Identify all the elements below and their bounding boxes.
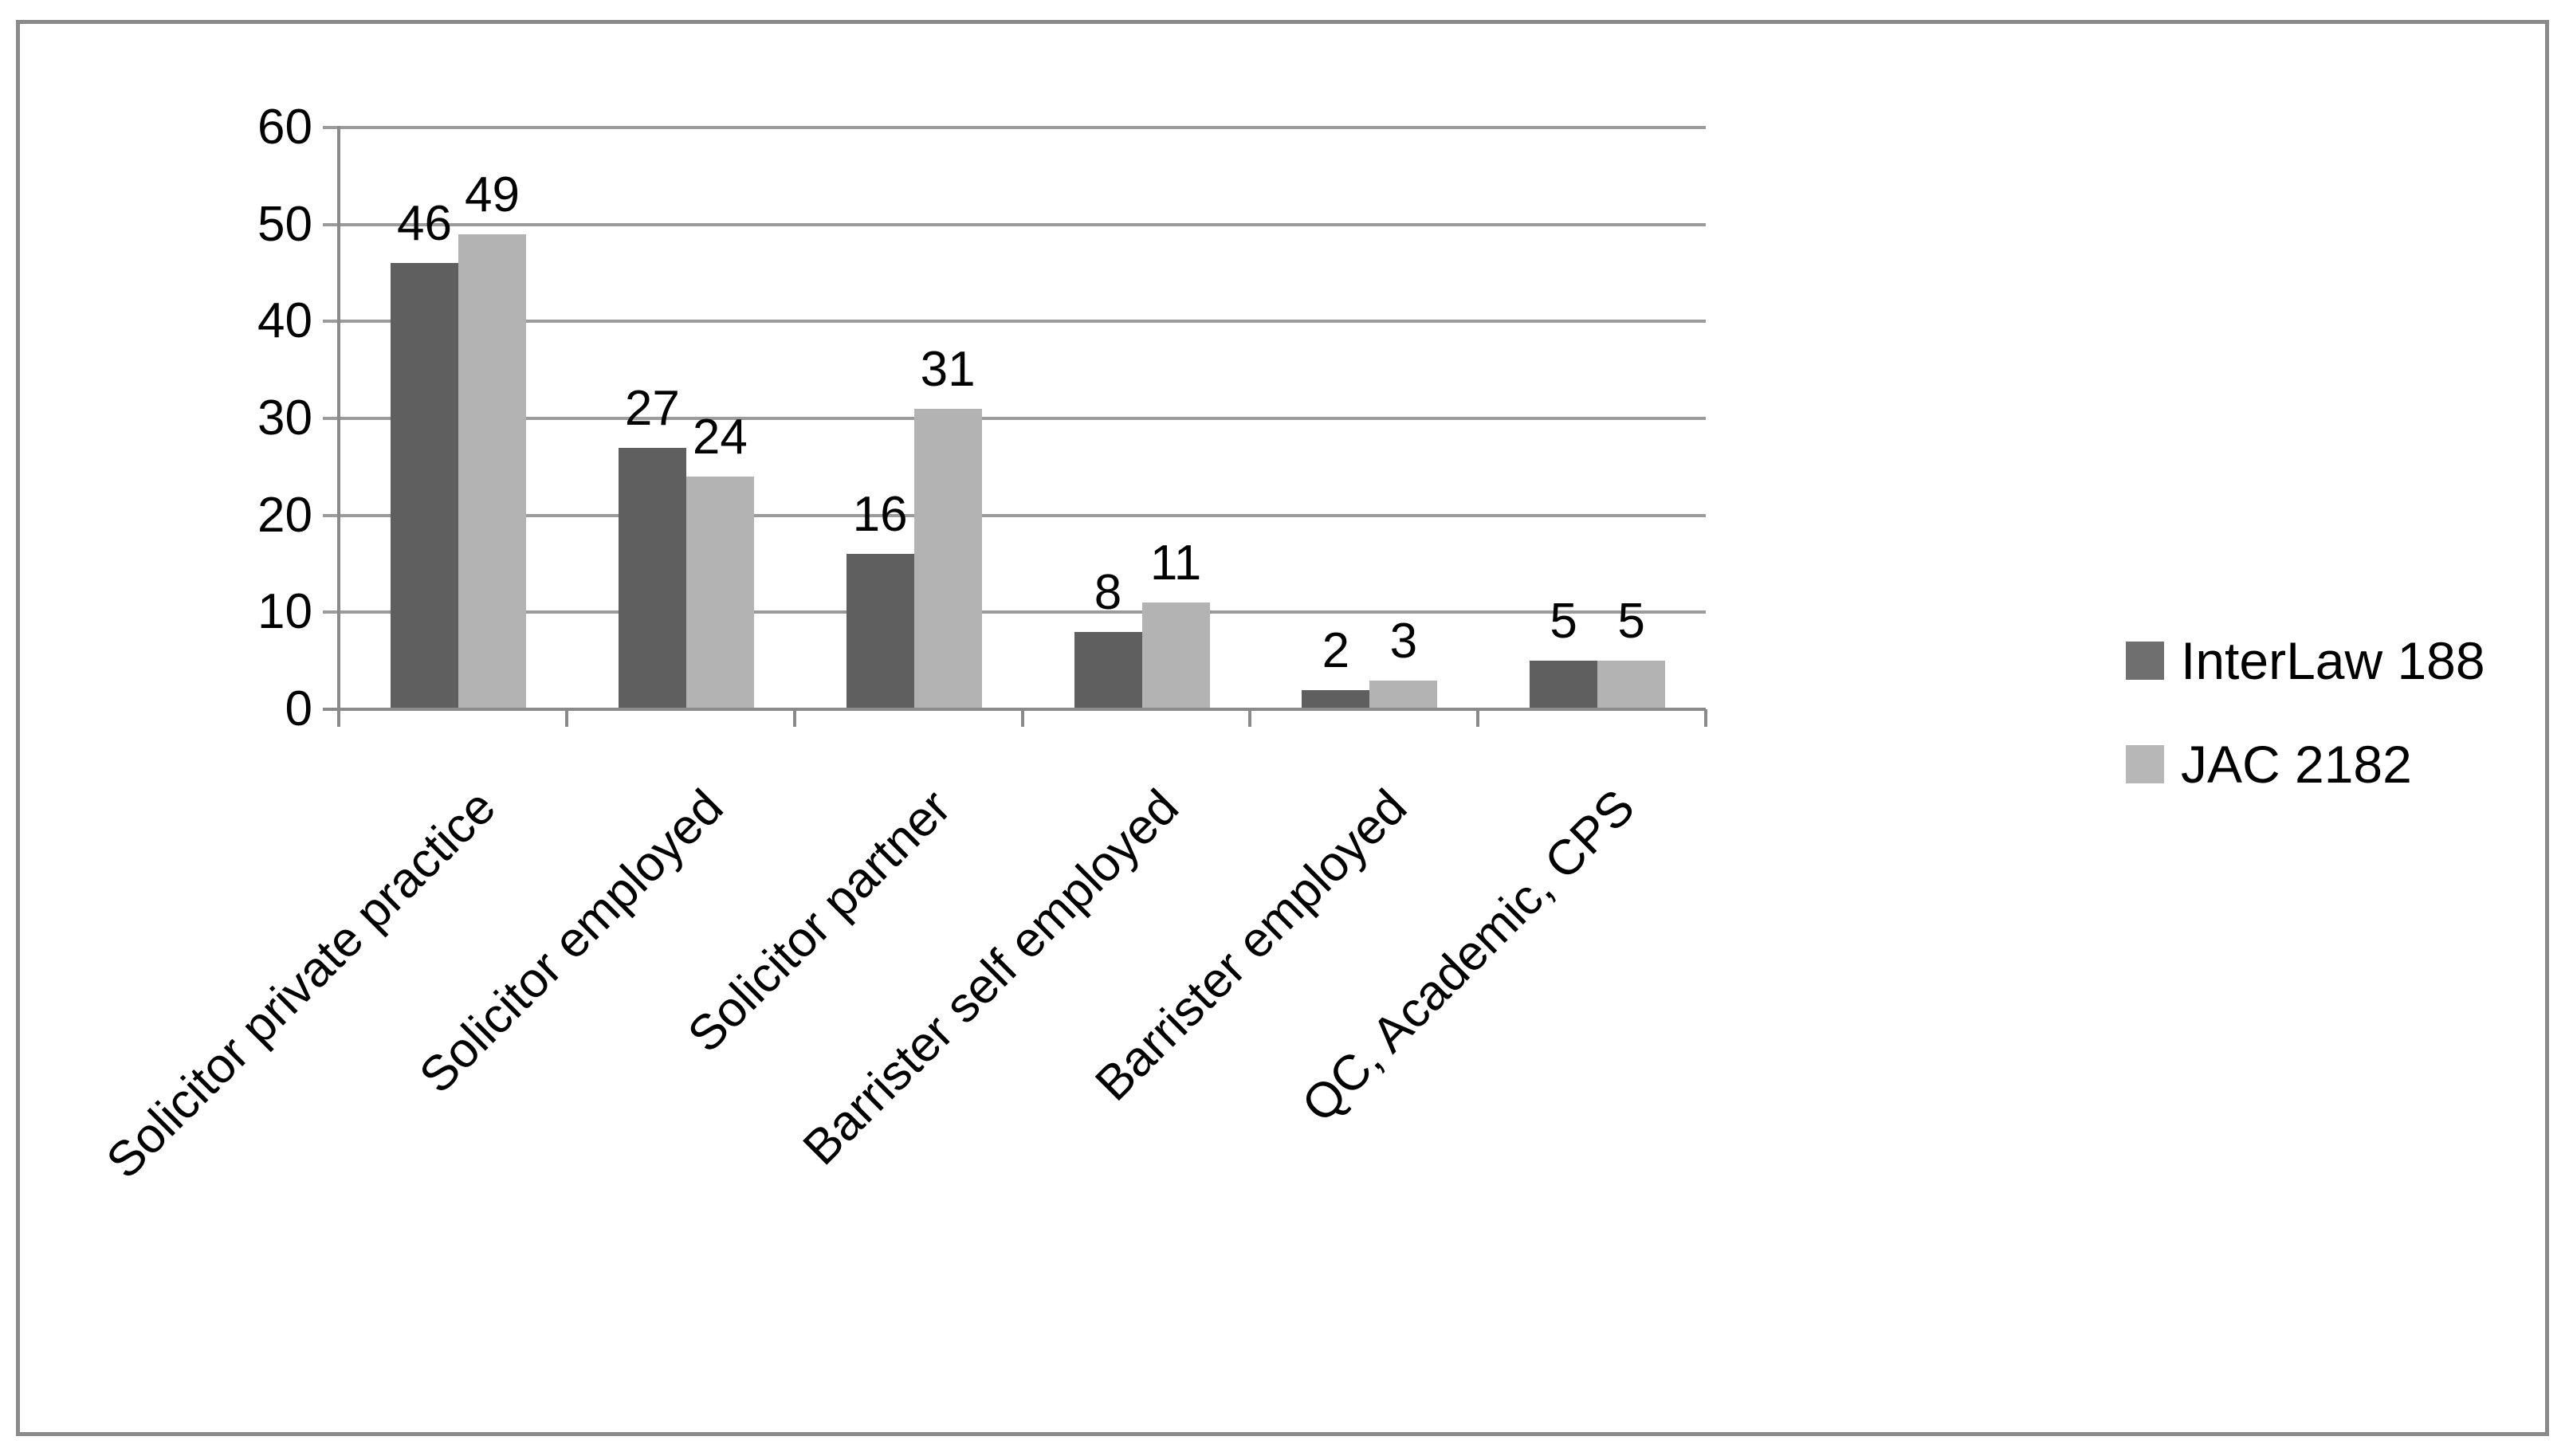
x-axis-tick-6 (1704, 709, 1707, 727)
bar-jac-2182-2 (913, 408, 982, 708)
bar-interlaw-188-2 (846, 554, 914, 708)
legend-swatch-jac-2182 (2126, 745, 2164, 783)
y-axis-tick-label-10: 10 (257, 584, 312, 640)
bar-value-label: 24 (692, 410, 748, 465)
legend-item-interlaw-188: InterLaw 188 (2126, 622, 2485, 699)
bar-value-label: 49 (465, 167, 520, 222)
bar-jac-2182-5 (1597, 661, 1666, 708)
bar-interlaw-188-1 (618, 447, 686, 708)
bar-jac-2182-3 (1141, 602, 1210, 708)
gridline-50 (323, 222, 1706, 226)
gridline-10 (323, 610, 1706, 614)
figure-border (16, 20, 2549, 1436)
bar-value-label: 8 (1094, 564, 1122, 620)
bar-value-label: 46 (397, 196, 452, 252)
bar-interlaw-188-0 (391, 263, 458, 708)
x-axis-tick-0 (337, 709, 340, 727)
x-axis-tick-4 (1248, 709, 1252, 727)
x-axis-tick-5 (1476, 709, 1480, 727)
y-axis-tick-label-20: 20 (257, 487, 312, 543)
chart-legend: InterLaw 188 JAC 2182 (2126, 622, 2485, 830)
bar-value-label: 16 (852, 487, 908, 543)
bar-jac-2182-1 (685, 477, 754, 708)
bar-jac-2182-0 (458, 234, 526, 708)
y-axis-tick-label-50: 50 (257, 196, 312, 252)
bar-value-label: 31 (920, 341, 976, 397)
y-axis-line (337, 126, 340, 711)
bar-value-label: 11 (1149, 536, 1202, 591)
bar-value-label: 5 (1617, 594, 1645, 650)
bar-value-label: 27 (624, 380, 680, 436)
bar-interlaw-188-4 (1302, 689, 1370, 708)
bar-value-label: 5 (1550, 594, 1577, 650)
bar-interlaw-188-5 (1530, 661, 1598, 708)
legend-label-interlaw-188: InterLaw 188 (2181, 631, 2485, 690)
gridline-40 (323, 320, 1706, 324)
gridline-0 (323, 708, 1706, 711)
legend-item-jac-2182: JAC 2182 (2126, 726, 2485, 803)
legend-swatch-interlaw-188 (2126, 642, 2164, 680)
x-axis-tick-1 (564, 709, 568, 727)
bar-interlaw-188-3 (1074, 631, 1142, 708)
y-axis-tick-label-0: 0 (285, 681, 312, 736)
bar-value-label: 2 (1322, 622, 1350, 678)
bar-jac-2182-4 (1369, 680, 1438, 708)
x-axis-tick-2 (792, 709, 796, 727)
y-axis-tick-label-30: 30 (257, 390, 312, 445)
legend-label-jac-2182: JAC 2182 (2181, 735, 2412, 794)
gridline-30 (323, 417, 1706, 420)
y-axis-tick-label-40: 40 (257, 293, 312, 349)
gridline-20 (323, 513, 1706, 517)
bar-value-label: 3 (1389, 613, 1418, 669)
x-axis-tick-3 (1020, 709, 1024, 727)
gridline-60 (323, 126, 1706, 129)
y-axis-tick-label-60: 60 (257, 100, 312, 155)
